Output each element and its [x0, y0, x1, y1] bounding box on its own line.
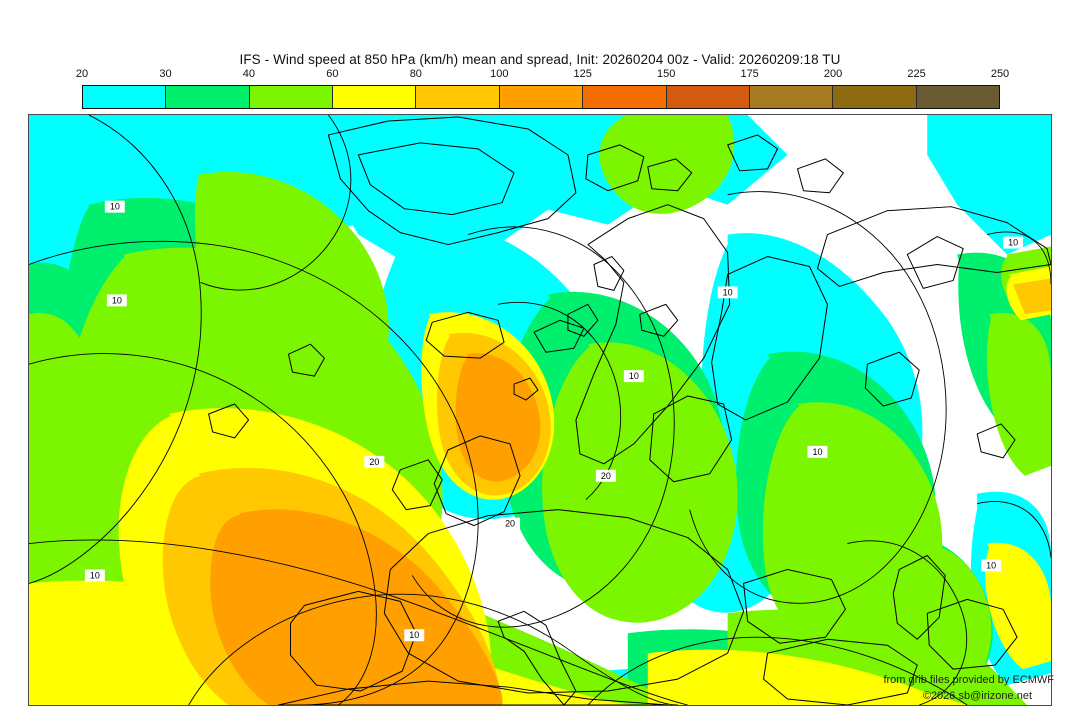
colorbar-swatch-225-250 [916, 86, 999, 108]
svg-text:10: 10 [112, 295, 122, 305]
filled-contour-layer: 10 10 20 20 [29, 115, 1051, 705]
svg-text:10: 10 [986, 560, 996, 570]
svg-text:10: 10 [90, 570, 100, 580]
attribution-source: from grib files provided by ECMWF [883, 674, 1054, 686]
colorbar [82, 85, 1000, 109]
contour-label-group: 10 10 20 20 [84, 200, 1024, 642]
colorbar-swatch-30-40 [166, 86, 250, 108]
colorbar-tick-150: 150 [656, 68, 676, 80]
colorbar-tick-250: 250 [990, 68, 1010, 80]
colorbar-swatch-60-80 [333, 86, 417, 108]
coastline-layer [208, 116, 1051, 705]
colorbar-swatch-100-125 [499, 86, 584, 108]
colorbar-swatch-20-30 [83, 86, 167, 108]
svg-text:20: 20 [505, 519, 515, 529]
colorbar-tick-100: 100 [490, 68, 509, 80]
colorbar-swatch-175-200 [749, 86, 834, 108]
map-canvas[interactable]: 10 10 20 20 [28, 114, 1052, 706]
colorbar-swatch-200-225 [833, 86, 917, 108]
colorbar-tick-175: 175 [740, 68, 759, 80]
colorbar-tick-40: 40 [242, 68, 256, 80]
svg-text:10: 10 [812, 447, 822, 457]
svg-text:20: 20 [369, 457, 379, 467]
colorbar-swatch-80-100 [416, 86, 500, 108]
svg-text:10: 10 [110, 202, 120, 212]
colorbar-tick-20: 20 [75, 68, 89, 80]
page-title: IFS - Wind speed at 850 hPa (km/h) mean … [239, 52, 841, 67]
colorbar-tick-200: 200 [823, 68, 843, 80]
colorbar-tick-80: 80 [409, 68, 422, 80]
colorbar-swatch-150-175 [666, 86, 750, 108]
svg-text:10: 10 [723, 287, 733, 297]
svg-text:20: 20 [601, 471, 611, 481]
colorbar-tick-60: 60 [326, 68, 339, 80]
svg-text:10: 10 [409, 630, 419, 640]
colorbar-swatches [82, 85, 1000, 109]
colorbar-swatch-125-150 [583, 86, 667, 108]
colorbar-tick-225: 225 [907, 68, 926, 80]
band-100-125 [210, 353, 541, 705]
svg-text:10: 10 [629, 371, 639, 381]
spread-contour-layer [29, 115, 1051, 705]
colorbar-tick-30: 30 [159, 68, 172, 80]
colorbar-tick-labels: 20 30 40 60 80 100 125 150 175 200 225 250 [76, 68, 1009, 82]
map-field-svg: 10 10 20 20 [29, 115, 1051, 705]
svg-text:10: 10 [1008, 238, 1018, 248]
colorbar-tick-125: 125 [573, 68, 592, 80]
attribution-copyright: ©2026 sb@irizone.net [922, 690, 1032, 702]
colorbar-swatch-40-60 [249, 86, 334, 108]
